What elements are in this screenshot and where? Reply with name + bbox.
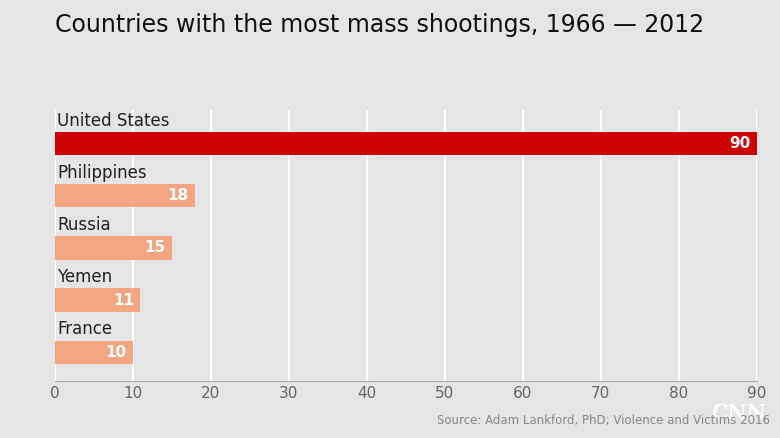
Text: 10: 10 — [105, 345, 126, 360]
Text: 18: 18 — [168, 188, 189, 203]
Text: 90: 90 — [729, 136, 750, 151]
Bar — [55, 236, 172, 260]
Text: 11: 11 — [113, 293, 134, 307]
Text: Yemen: Yemen — [57, 268, 112, 286]
Text: United States: United States — [57, 112, 169, 130]
Bar — [55, 288, 140, 312]
Bar — [55, 341, 133, 364]
Text: Countries with the most mass shootings, 1966 — 2012: Countries with the most mass shootings, … — [55, 13, 704, 37]
Text: Russia: Russia — [57, 216, 111, 234]
Text: France: France — [57, 321, 112, 339]
Text: 15: 15 — [144, 240, 165, 255]
Bar — [55, 184, 195, 208]
Text: CNN: CNN — [711, 403, 767, 423]
Text: Philippines: Philippines — [57, 164, 147, 182]
Bar — [55, 132, 757, 155]
Text: Source: Adam Lankford, PhD; Violence and Victims 2016: Source: Adam Lankford, PhD; Violence and… — [437, 414, 770, 427]
